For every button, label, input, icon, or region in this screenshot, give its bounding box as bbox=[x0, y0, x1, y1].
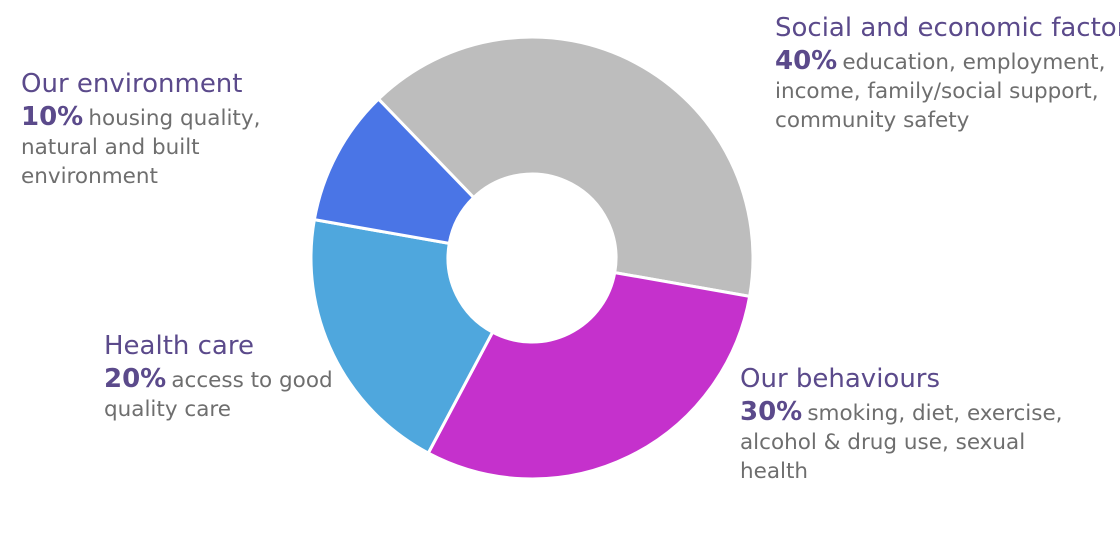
label-percent: 30% bbox=[740, 397, 803, 427]
label-description: education, employment, income, family/so… bbox=[775, 50, 1106, 133]
label-behaviours: Our behaviours 30% smoking, diet, exerci… bbox=[740, 361, 1070, 486]
slice-behaviours bbox=[426, 271, 752, 481]
slice-environment bbox=[312, 97, 476, 245]
label-title: Our environment bbox=[21, 69, 243, 99]
label-environment: Our environment 10% housing quality, nat… bbox=[21, 66, 321, 191]
label-social-economic: Social and economic factors 40% educatio… bbox=[775, 10, 1120, 135]
label-description: housing quality, natural and built envir… bbox=[21, 106, 261, 189]
label-percent: 40% bbox=[775, 46, 838, 76]
label-description: smoking, diet, exercise, alcohol & drug … bbox=[740, 401, 1063, 484]
label-health-care: Health care 20% access to good quality c… bbox=[104, 328, 364, 424]
label-description: access to good quality care bbox=[104, 368, 333, 422]
slice-social-economic bbox=[376, 35, 755, 298]
label-percent: 10% bbox=[21, 102, 84, 132]
slice-health-care bbox=[309, 218, 495, 455]
label-percent: 20% bbox=[104, 364, 167, 394]
label-title: Health care bbox=[104, 331, 254, 361]
label-title: Our behaviours bbox=[740, 364, 941, 394]
label-title: Social and economic factors bbox=[775, 13, 1120, 43]
